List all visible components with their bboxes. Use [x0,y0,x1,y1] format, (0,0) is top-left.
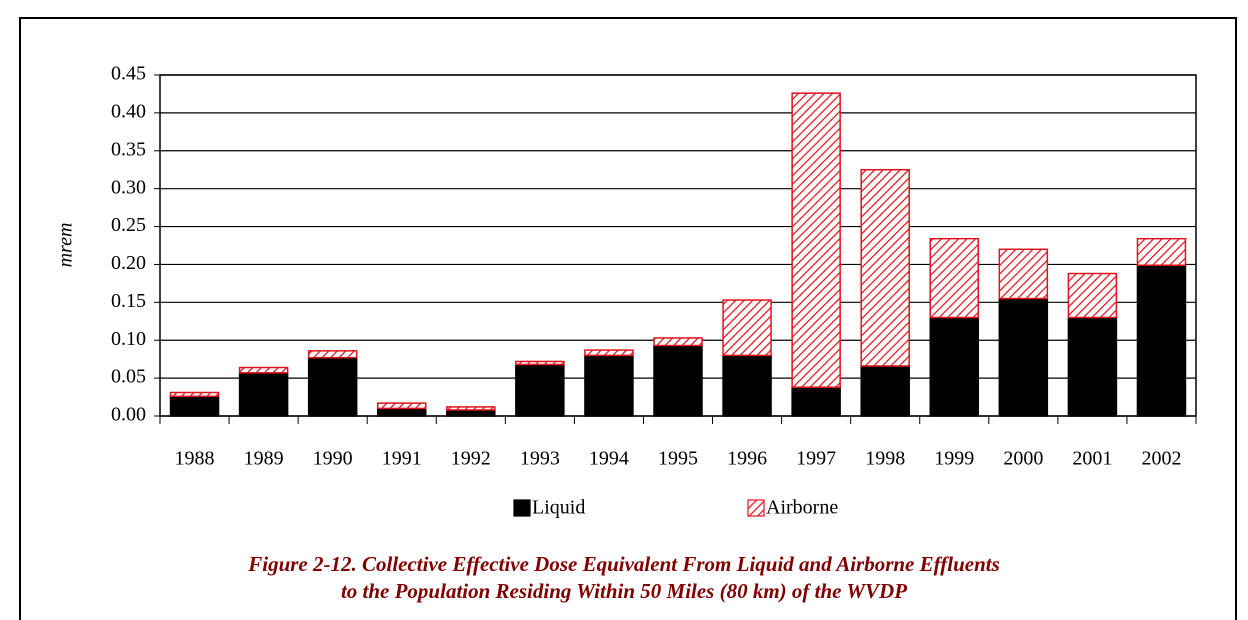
y-tick-label: 0.30 [111,176,146,198]
legend-swatch [747,499,765,517]
bar-segment [929,237,980,319]
caption: to the Population Residing Within 50 Mil… [341,579,907,603]
bar-segment [722,354,772,417]
bar-segment [307,356,358,417]
y-tick-label: 0.20 [111,252,146,274]
x-tick-label: 1998 [865,448,905,470]
bar-segment [1067,272,1118,319]
bar-segment [1067,316,1118,417]
bar-segment [791,92,841,388]
x-tick-label: 1988 [175,448,215,470]
bar-segment [376,402,427,410]
x-tick-label: 1993 [520,448,560,470]
bar-segment [584,354,634,417]
bar-segment [1136,237,1187,266]
bar-segment [584,349,634,357]
y-tick-label: 0.00 [111,404,146,426]
x-tick-label: 2002 [1141,448,1181,470]
frame [19,17,1237,620]
y-tick-label: 0.10 [111,328,146,350]
y-tick-label: 0.45 [111,63,146,85]
bar-segment [446,406,496,411]
bar-segment [722,299,772,357]
x-tick-label: 1996 [727,448,767,470]
bar-segment [238,366,289,374]
y-tick-label: 0.05 [111,366,146,388]
bar-segment [998,297,1049,417]
x-tick-label: 2001 [1072,448,1112,470]
bar-segment [169,395,220,417]
bar-segment [1136,264,1187,417]
bar-segment [307,350,358,359]
x-tick-label: 2000 [1003,448,1043,470]
bar-segment [998,248,1049,300]
bar-segment [929,316,980,417]
bar-segment [446,409,496,417]
bar-segment [791,386,841,417]
x-tick-label: 1992 [451,448,491,470]
legend-swatch [513,499,531,517]
legend-label: Liquid [532,497,585,519]
y-axis-label: mrem [55,223,77,268]
bar-segment [860,365,910,417]
y-tick-label: 0.15 [111,290,146,312]
bar-segment [653,337,703,347]
bar-segment [653,344,703,417]
x-tick-label: 1990 [313,448,353,470]
bar-segment [515,363,565,417]
y-tick-label: 0.40 [111,100,146,122]
x-tick-label: 1997 [796,448,836,470]
bar-segment [169,391,220,398]
caption: Figure 2-12. Collective Effective Dose E… [247,552,1000,576]
x-tick-label: 1989 [244,448,284,470]
bar-segment [515,360,565,366]
bar-segment [238,372,289,417]
x-tick-label: 1999 [934,448,974,470]
x-tick-label: 1995 [658,448,698,470]
bar-segment [860,168,910,367]
y-tick-label: 0.35 [111,138,146,160]
x-tick-label: 1994 [589,448,629,470]
y-tick-label: 0.25 [111,214,146,236]
legend-label: Airborne [766,497,838,519]
x-tick-label: 1991 [382,448,422,470]
bar-segment [376,407,427,417]
